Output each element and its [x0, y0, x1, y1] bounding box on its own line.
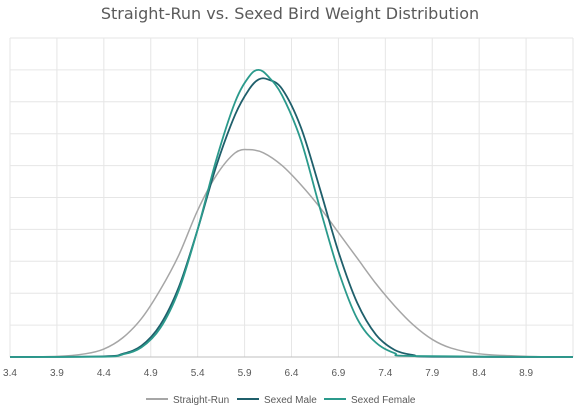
- series-lines: [9, 69, 574, 358]
- legend-label: Sexed Male: [264, 395, 317, 406]
- x-tick-label: 5.4: [191, 368, 205, 379]
- grid: [9, 37, 574, 357]
- x-tick-label: 7.4: [378, 368, 392, 379]
- x-tick-label: 5.9: [238, 368, 252, 379]
- legend-label: Sexed Female: [351, 395, 416, 406]
- x-tick-label: 4.9: [144, 368, 158, 379]
- x-tick-label: 8.4: [472, 368, 486, 379]
- chart-title: Straight-Run vs. Sexed Bird Weight Distr…: [101, 4, 479, 23]
- series-line-sexed-female: [9, 69, 574, 358]
- x-tick-label: 6.9: [331, 368, 345, 379]
- legend: Straight-Run Sexed Male Sexed Female: [146, 395, 416, 406]
- x-tick-label: 7.9: [425, 368, 439, 379]
- x-tick-label: 8.9: [519, 368, 533, 379]
- series-line-sexed-male: [9, 77, 574, 358]
- series-line-straight-run: [9, 148, 574, 358]
- x-tick-label: 6.4: [285, 368, 299, 379]
- legend-label: Straight-Run: [173, 395, 229, 406]
- x-tick-labels: 3.4 3.9 4.4 4.9 5.4 5.9 6.4 6.9 7.4 7.9 8.4 8.9: [3, 368, 533, 379]
- x-tick-label: 3.9: [50, 368, 64, 379]
- x-tick-label: 3.4: [3, 368, 17, 379]
- x-tick-label: 4.4: [97, 368, 111, 379]
